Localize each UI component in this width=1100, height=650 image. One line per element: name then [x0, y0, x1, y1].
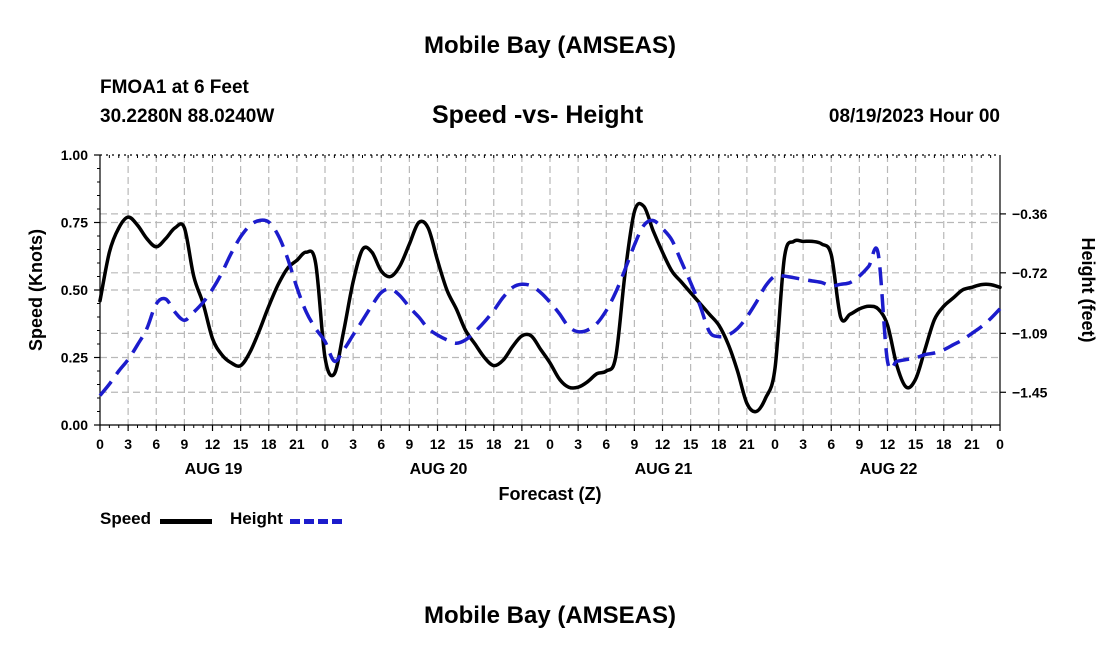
legend-speed-label: Speed — [100, 509, 152, 528]
y2-tick-label: −0.72 — [1012, 265, 1048, 281]
x-tick-label: 6 — [377, 436, 385, 452]
x-tick-label: 9 — [405, 436, 413, 452]
x-tick-label: 18 — [711, 436, 727, 452]
x-tick-label: 15 — [233, 436, 249, 452]
x-tick-label: 12 — [205, 436, 221, 452]
x-tick-label: 6 — [152, 436, 160, 452]
x-tick-label: 12 — [655, 436, 671, 452]
x-tick-label: 21 — [964, 436, 980, 452]
x-tick-label: 0 — [546, 436, 554, 452]
x-tick-label: 0 — [996, 436, 1004, 452]
x-tick-label: 21 — [289, 436, 305, 452]
x-tick-label: 18 — [486, 436, 502, 452]
x-tick-label: 18 — [936, 436, 952, 452]
x-tick-label: 12 — [430, 436, 446, 452]
y2-tick-label: −0.36 — [1012, 206, 1048, 222]
x-tick-label: 0 — [96, 436, 104, 452]
x-tick-label: 3 — [574, 436, 582, 452]
x-tick-label: 3 — [349, 436, 357, 452]
x-tick-label: 0 — [771, 436, 779, 452]
station-label: FMOA1 at 6 Feet — [100, 77, 249, 98]
chart-subtitle: Speed -vs- Height — [432, 101, 644, 129]
chart-title-bottom: Mobile Bay (AMSEAS) — [423, 602, 677, 629]
x-tick-label: 18 — [261, 436, 277, 452]
x-axis-label: Forecast (Z) — [498, 484, 601, 504]
series-speed-line — [98, 201, 1002, 414]
legend-height-label: Height — [230, 509, 283, 528]
coordinates-label: 30.2280N 88.0240W — [100, 106, 275, 127]
x-tick-label: 15 — [458, 436, 474, 452]
day-label: AUG 19 — [185, 461, 243, 478]
forecast-date-label: 08/19/2023 Hour 00 — [828, 106, 1000, 127]
legend-height-line — [290, 519, 342, 524]
x-tick-label: 21 — [514, 436, 530, 452]
x-tick-label: 21 — [739, 436, 755, 452]
chart-title-top: Mobile Bay (AMSEAS) — [423, 32, 677, 59]
x-tick-label: 3 — [124, 436, 132, 452]
x-tick-label: 15 — [908, 436, 924, 452]
y-tick-label: 0.75 — [61, 215, 88, 231]
day-label: AUG 22 — [860, 461, 918, 478]
x-tick-label: 9 — [180, 436, 188, 452]
y2-axis-label: Height (feet) — [1078, 238, 1098, 343]
speed-height-chart: 0 3 6 9 12 15 18 21 0 3 6 9 12 15 18 21 0 3 6 9 12 15 18 21 0 3 6 9… — [26, 147, 1098, 504]
x-tick-label: 9 — [855, 436, 863, 452]
y-tick-label: 0.50 — [61, 282, 88, 298]
legend-speed-line — [160, 519, 212, 524]
y-tick-label: 1.00 — [61, 147, 88, 163]
x-tick-label: 12 — [880, 436, 896, 452]
x-tick-label: 9 — [630, 436, 638, 452]
day-label: AUG 21 — [635, 461, 693, 478]
x-tick-label: 15 — [683, 436, 699, 452]
x-tick-label: 3 — [799, 436, 807, 452]
y-axis-label: Speed (Knots) — [26, 229, 46, 351]
x-tick-label: 6 — [827, 436, 835, 452]
y2-tick-label: −1.09 — [1012, 325, 1048, 341]
y-tick-label: 0.25 — [61, 350, 88, 366]
day-label: AUG 20 — [410, 461, 468, 478]
x-tick-label: 6 — [602, 436, 610, 452]
x-tick-label: 0 — [321, 436, 329, 452]
y2-tick-label: −1.45 — [1012, 384, 1048, 400]
y-tick-label: 0.00 — [61, 417, 88, 433]
series-height-line — [98, 218, 1002, 397]
